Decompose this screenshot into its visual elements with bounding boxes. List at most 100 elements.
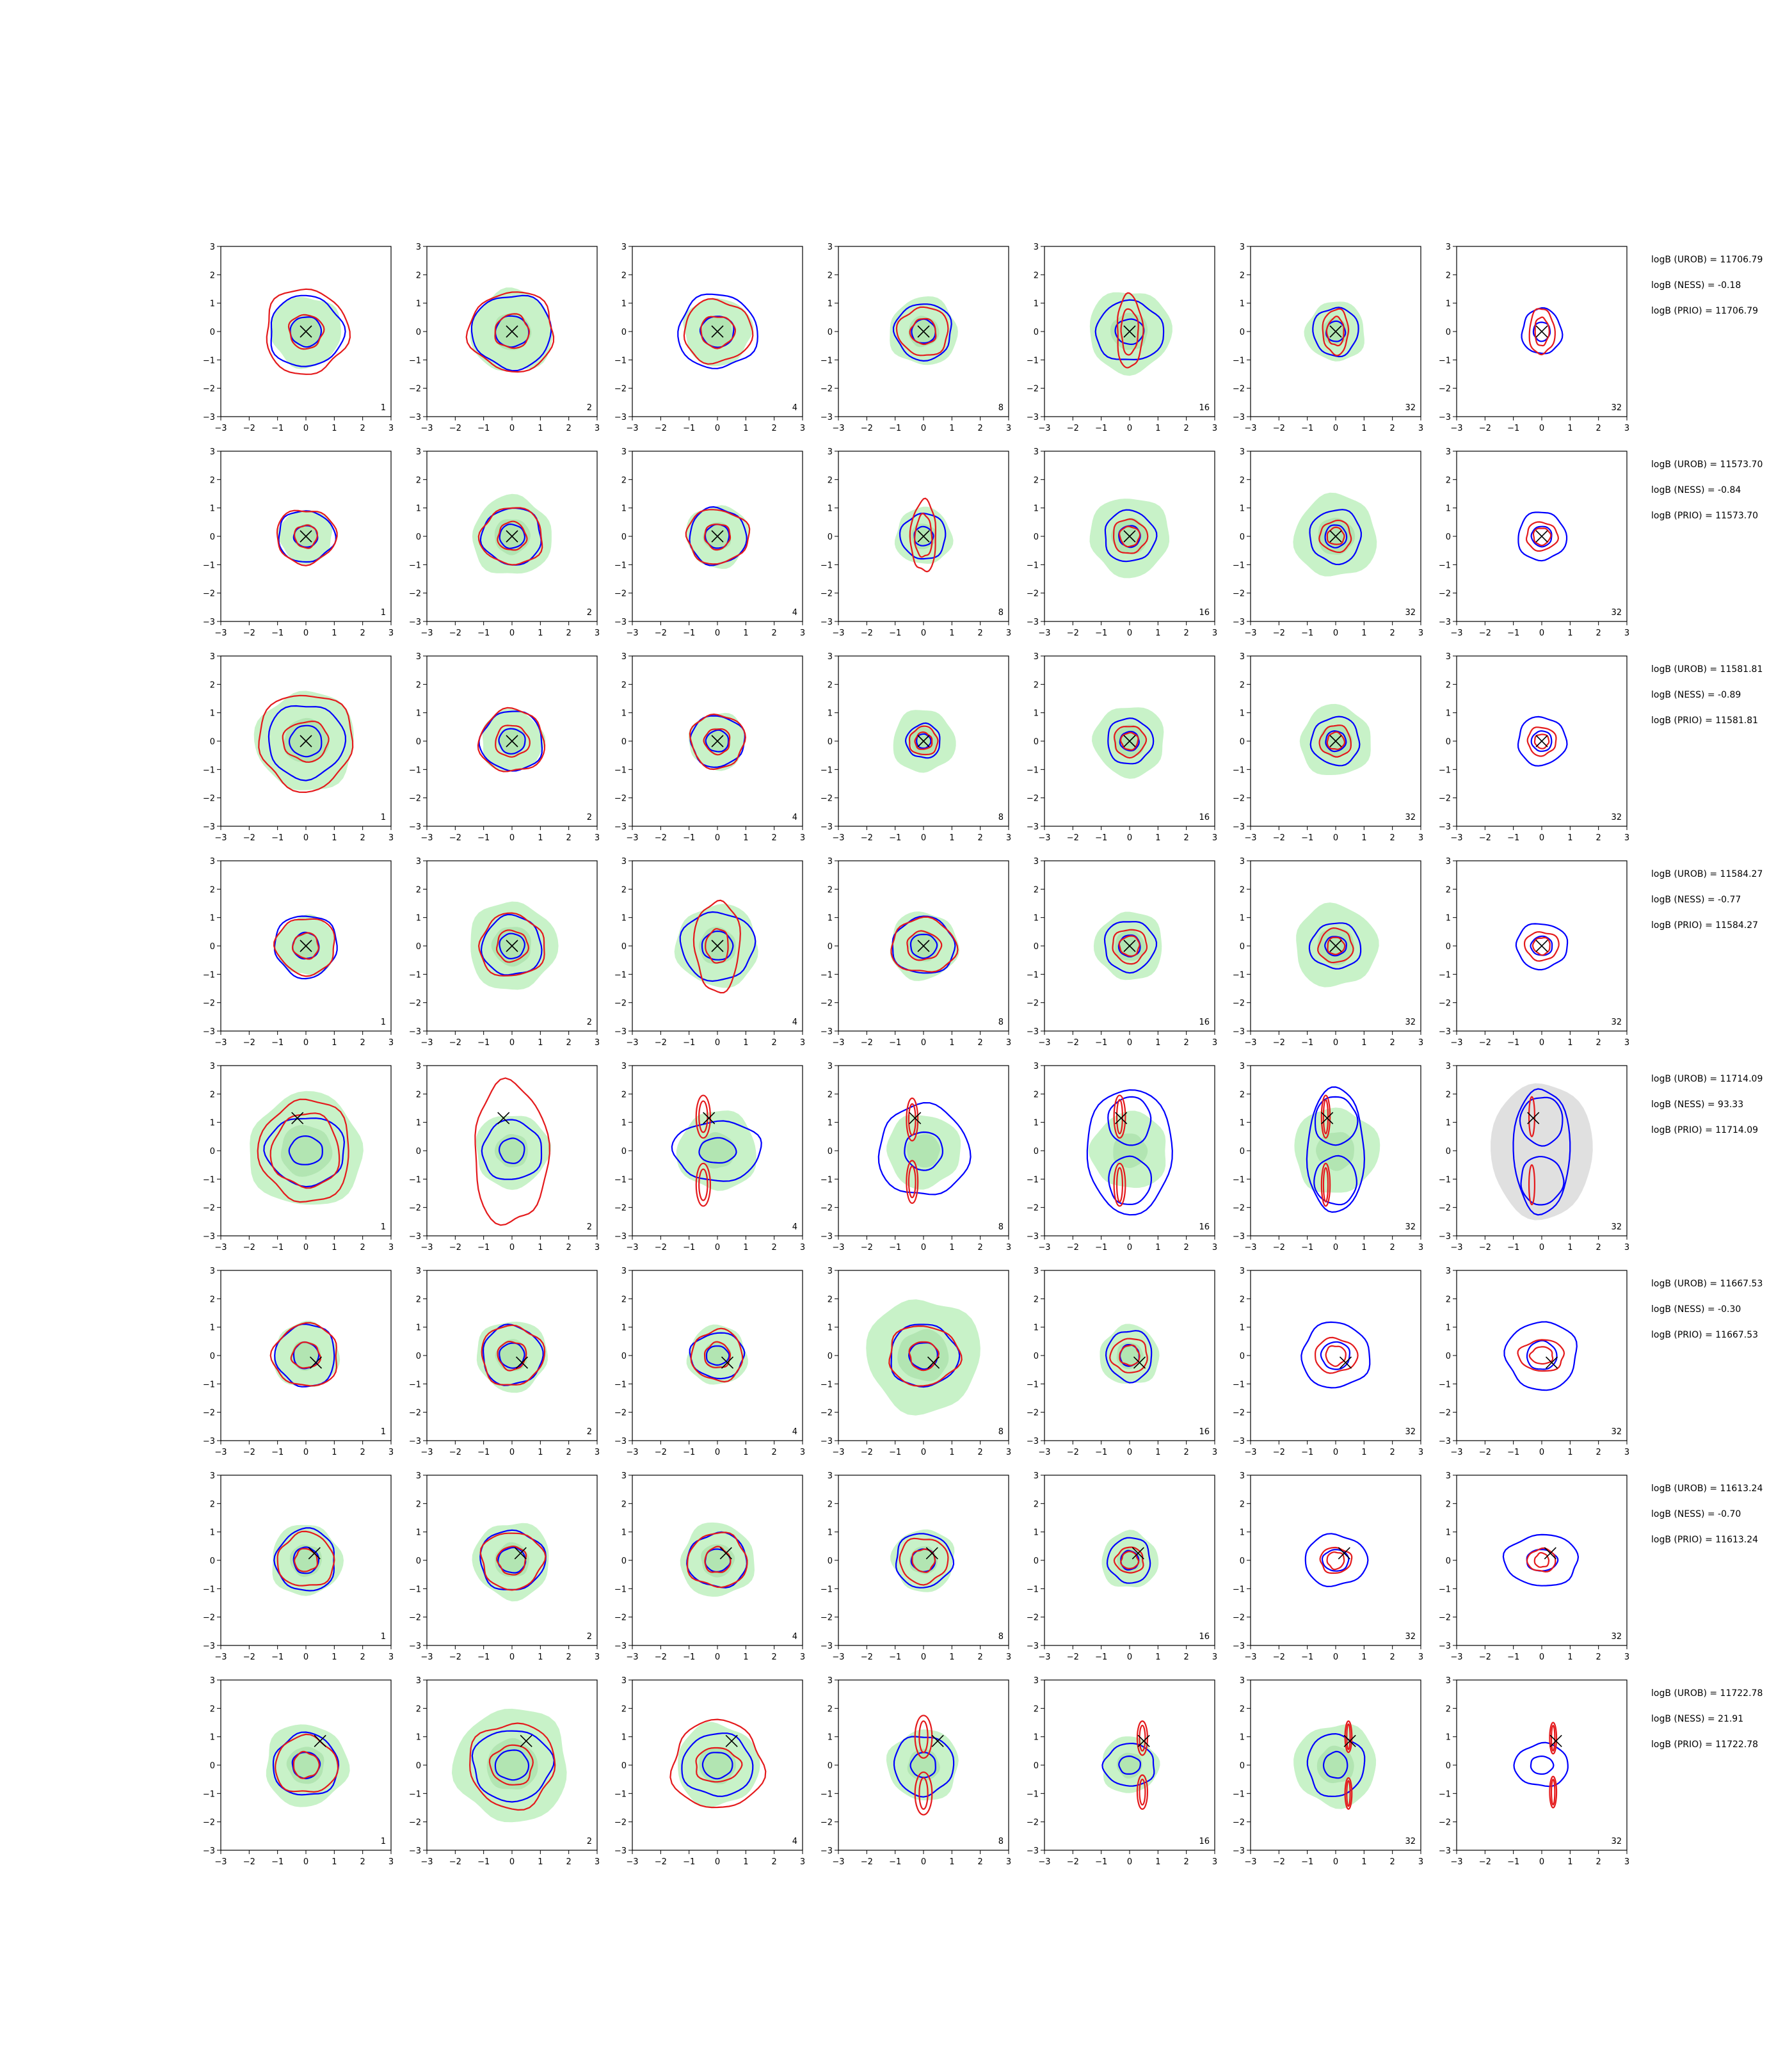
panel-column-label: 16	[1199, 1837, 1210, 1846]
x-tick-label: 0	[1127, 1652, 1132, 1662]
blue-contour-outer	[1309, 509, 1363, 566]
x-tick-label: −3	[832, 1038, 844, 1048]
x-tick-label: −2	[1067, 1652, 1079, 1662]
y-tick-label: −2	[1439, 1613, 1451, 1623]
red-contour-1	[477, 707, 546, 772]
panel-r3-c2: −3 3 −2 2 −1 1 0 0 1 −1 2 −2 3 −3 2	[409, 652, 600, 843]
blue-contour-inner	[916, 733, 932, 749]
y-tick-label: −3	[614, 618, 627, 627]
x-tick-label: 2	[1390, 1038, 1395, 1048]
x-tick-label: −3	[1038, 1448, 1050, 1457]
red-contour-2	[1118, 935, 1140, 957]
blue-contour-outer	[481, 1119, 543, 1180]
y-tick-label: 0	[1446, 942, 1451, 952]
green-density-core	[909, 1546, 938, 1574]
y-tick-label: 0	[621, 532, 627, 542]
y-tick-label: −2	[203, 999, 215, 1009]
x-tick-label: 1	[743, 1243, 748, 1252]
x-tick-label: −3	[1244, 628, 1256, 638]
y-tick-label: 2	[1446, 1090, 1451, 1100]
true-value-marker	[1115, 1112, 1128, 1124]
logb-annotation: logB (PRIO) = 11667.53	[1651, 1330, 1758, 1340]
x-tick-label: 0	[715, 424, 720, 433]
red-contour-2	[494, 313, 531, 349]
x-tick-label: −3	[1244, 1038, 1256, 1048]
true-value-marker	[931, 1734, 944, 1747]
y-tick-label: −1	[1439, 561, 1451, 570]
y-tick-label: 3	[621, 243, 627, 252]
panel-column-label: 1	[381, 1222, 386, 1232]
panel-r6-c7: −3 3 −2 2 −1 1 0 0 1 −1 2 −2 3 −3 32	[1439, 1267, 1629, 1457]
y-tick-label: 2	[1240, 271, 1245, 280]
true-value-marker	[703, 1112, 716, 1124]
panel-r7-c3: −3 3 −2 2 −1 1 0 0 1 −1 2 −2 3 −3 4	[614, 1471, 805, 1662]
red-contour-2	[914, 731, 933, 750]
y-tick-label: −1	[614, 1380, 627, 1389]
panel-column-label: 2	[587, 403, 592, 413]
y-tick-label: 3	[1240, 652, 1245, 662]
true-value-marker	[1338, 1547, 1350, 1560]
x-tick-label: 2	[1596, 1857, 1601, 1867]
x-tick-label: 1	[1361, 833, 1366, 843]
x-tick-label: −1	[477, 1652, 490, 1662]
red-contour-2	[1119, 1344, 1140, 1366]
x-tick-label: −1	[1507, 628, 1519, 638]
panel-r6-c4: −3 3 −2 2 −1 1 0 0 1 −1 2 −2 3 −3 8	[820, 1267, 1011, 1457]
y-tick-label: 0	[621, 1352, 627, 1361]
panel-r3-c6: −3 3 −2 2 −1 1 0 0 1 −1 2 −2 3 −3 32	[1233, 652, 1423, 843]
y-tick-label: −1	[1439, 1789, 1451, 1799]
y-tick-label: −2	[203, 794, 215, 804]
x-tick-label: −1	[1095, 1243, 1107, 1252]
blue-contour-outer	[1094, 299, 1165, 361]
x-tick-label: 3	[1418, 1652, 1423, 1662]
y-tick-label: 2	[621, 1090, 627, 1100]
x-tick-label: 1	[1361, 424, 1366, 433]
true-value-marker	[1123, 940, 1136, 952]
y-tick-label: −2	[1027, 1613, 1039, 1623]
x-tick-label: 1	[538, 1448, 543, 1457]
y-tick-label: −1	[409, 1789, 421, 1799]
x-tick-label: −3	[214, 424, 227, 433]
red-contour-upper-1	[1136, 1720, 1149, 1756]
y-tick-label: 2	[416, 1704, 421, 1714]
x-tick-label: 1	[1567, 1652, 1572, 1662]
y-tick-label: 2	[210, 680, 215, 690]
x-tick-label: −3	[1450, 1652, 1462, 1662]
y-tick-label: −2	[1439, 999, 1451, 1009]
x-tick-label: 0	[509, 628, 515, 638]
panel-r3-c5: −3 3 −2 2 −1 1 0 0 1 −1 2 −2 3 −3 16	[1027, 652, 1217, 843]
y-tick-label: 0	[828, 1147, 833, 1156]
panel-column-label: 1	[381, 813, 386, 822]
x-tick-label: 0	[1333, 1857, 1338, 1867]
panel-r8-c1: −3 3 −2 2 −1 1 0 0 1 −1 2 −2 3 −3 1	[203, 1676, 394, 1867]
y-tick-label: 0	[828, 1352, 833, 1361]
red-contour-2	[287, 314, 325, 350]
x-tick-label: 2	[566, 1448, 572, 1457]
x-tick-label: 0	[1333, 1652, 1338, 1662]
true-value-marker	[506, 735, 518, 748]
red-contour-1	[1113, 725, 1148, 759]
x-tick-label: 0	[715, 1652, 720, 1662]
x-tick-label: −3	[1244, 1243, 1256, 1252]
y-tick-label: 0	[1240, 737, 1245, 747]
blue-contour-inner	[1320, 1341, 1350, 1370]
y-tick-label: 0	[416, 1352, 421, 1361]
x-tick-label: −1	[271, 1038, 284, 1048]
x-tick-label: 3	[800, 1038, 805, 1048]
y-tick-label: 3	[621, 1471, 627, 1481]
blue-contour-outer	[1300, 1321, 1371, 1389]
x-tick-label: −3	[1450, 1857, 1462, 1867]
x-tick-label: 1	[743, 628, 748, 638]
red-contour-1	[1317, 927, 1354, 964]
x-tick-label: −2	[243, 833, 255, 843]
blue-contour-inner	[1324, 936, 1347, 957]
x-tick-label: 0	[303, 424, 308, 433]
x-tick-label: −3	[1450, 628, 1462, 638]
blue-contour-outer	[471, 1730, 555, 1803]
red-contour-lower-2	[908, 1165, 916, 1199]
x-tick-label: 3	[595, 1243, 600, 1252]
y-tick-label: −1	[614, 1789, 627, 1799]
y-tick-label: 1	[621, 1119, 627, 1128]
y-tick-label: −3	[203, 618, 215, 627]
x-tick-label: 0	[509, 424, 515, 433]
